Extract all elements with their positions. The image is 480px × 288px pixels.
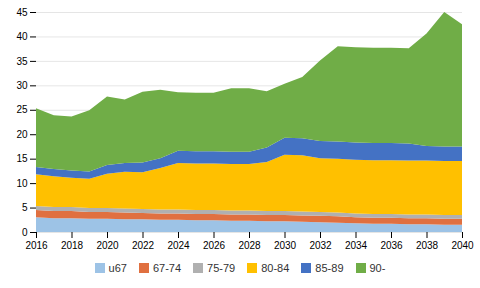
html-text:67-74: 67-74	[152, 262, 182, 274]
html-text:85-89: 85-89	[315, 262, 344, 274]
svg-text:35: 35	[16, 56, 28, 67]
html-text:80-84: 80-84	[261, 262, 290, 274]
svg-text:0: 0	[22, 227, 28, 238]
svg-text:25: 25	[16, 104, 28, 115]
svg-text:45: 45	[16, 7, 28, 18]
svg-text:40: 40	[16, 31, 28, 42]
svg-text:20: 20	[16, 129, 28, 140]
svg-text:2024: 2024	[167, 240, 190, 251]
svg-text:2040: 2040	[451, 240, 474, 251]
svg-text:2018: 2018	[61, 240, 84, 251]
svg-text:2026: 2026	[203, 240, 226, 251]
svg-text:2034: 2034	[345, 240, 368, 251]
svg-text:2032: 2032	[309, 240, 332, 251]
html-text:75-79: 75-79	[207, 262, 236, 274]
svg-text:2028: 2028	[238, 240, 261, 251]
svg-text:2020: 2020	[96, 240, 119, 251]
html-text:u67: u67	[108, 262, 127, 274]
svg-text:2016: 2016	[25, 240, 48, 251]
svg-text:2030: 2030	[274, 240, 297, 251]
svg-text:30: 30	[16, 80, 28, 91]
svg-text:2036: 2036	[380, 240, 403, 251]
svg-text:2038: 2038	[416, 240, 439, 251]
svg-text:2022: 2022	[132, 240, 155, 251]
svg-text:15: 15	[16, 153, 28, 164]
svg-text:10: 10	[16, 178, 28, 189]
svg-text:5: 5	[22, 202, 28, 213]
html-text:90-: 90-	[369, 262, 386, 274]
